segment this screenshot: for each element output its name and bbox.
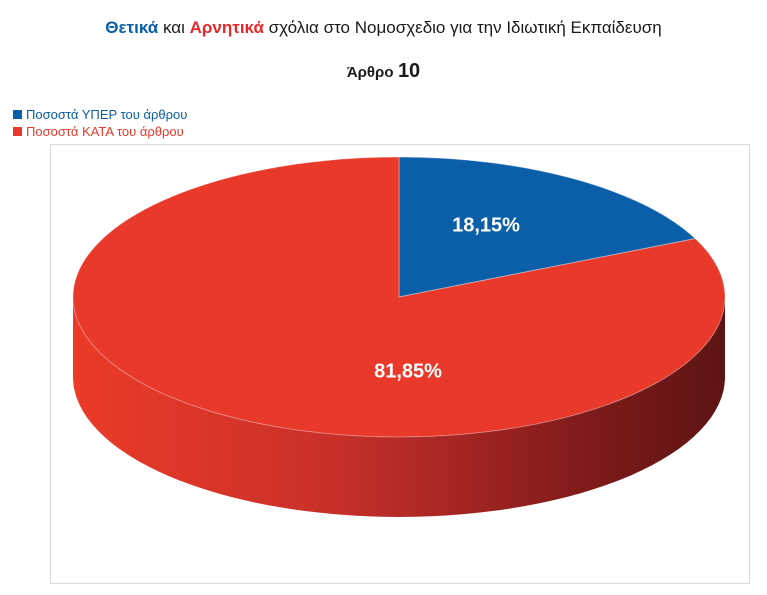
subtitle-number: 10 [397,60,421,82]
legend-after-kata: του άρθρου [116,124,184,139]
chart-title: Θετικά και Αρνητικά σχόλια στο Νομοσχεδι… [0,18,767,38]
legend-text-yper: Ποσοστά ΥΠΕΡ του άρθρου [26,107,187,122]
legend-before-yper: Ποσοστά [26,107,79,122]
subtitle-label: Άρθρο [346,64,394,81]
legend-item-yper: Ποσοστά ΥΠΕΡ του άρθρου [13,106,187,123]
legend-item-kata: Ποσοστά ΚΑΤΑ του άρθρου [13,123,187,140]
legend-after-yper: του άρθρου [120,107,188,122]
title-conjunction: και [162,18,185,37]
pie-side-wall [73,297,725,517]
legend-swatch-yper [13,110,22,119]
pie-slice-0 [398,156,697,298]
pie-slice-1 [72,156,726,438]
chart-subtitle: Άρθρο 10 [0,60,767,83]
legend: Ποσοστά ΥΠΕΡ του άρθρου Ποσοστά ΚΑΤΑ του… [13,106,187,140]
title-negative-word: Αρνητικά [189,18,264,37]
title-rest: σχόλια στο Νομοσχεδιο για την Ιδιωτική Ε… [268,18,662,37]
pie-data-label-1: 81,85% [374,360,442,382]
plot-area [50,144,750,584]
legend-text-kata: Ποσοστά ΚΑΤΑ του άρθρου [26,124,184,139]
legend-highlight-yper: ΥΠΕΡ [81,107,117,122]
title-positive-word: Θετικά [105,18,159,37]
legend-swatch-kata [13,127,22,136]
pie-data-label-0: 18,15% [452,214,520,236]
legend-highlight-kata: ΚΑΤΑ [82,124,114,139]
legend-before-kata: Ποσοστά [26,124,79,139]
